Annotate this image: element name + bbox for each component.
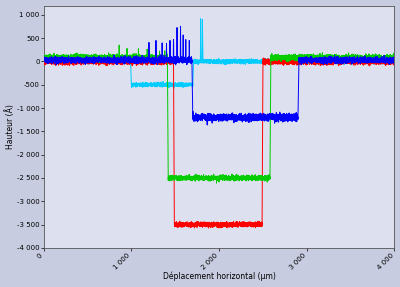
X-axis label: Déplacement horizontal (µm): Déplacement horizontal (µm) bbox=[163, 272, 276, 282]
Y-axis label: Hauteur (Å): Hauteur (Å) bbox=[6, 104, 16, 149]
